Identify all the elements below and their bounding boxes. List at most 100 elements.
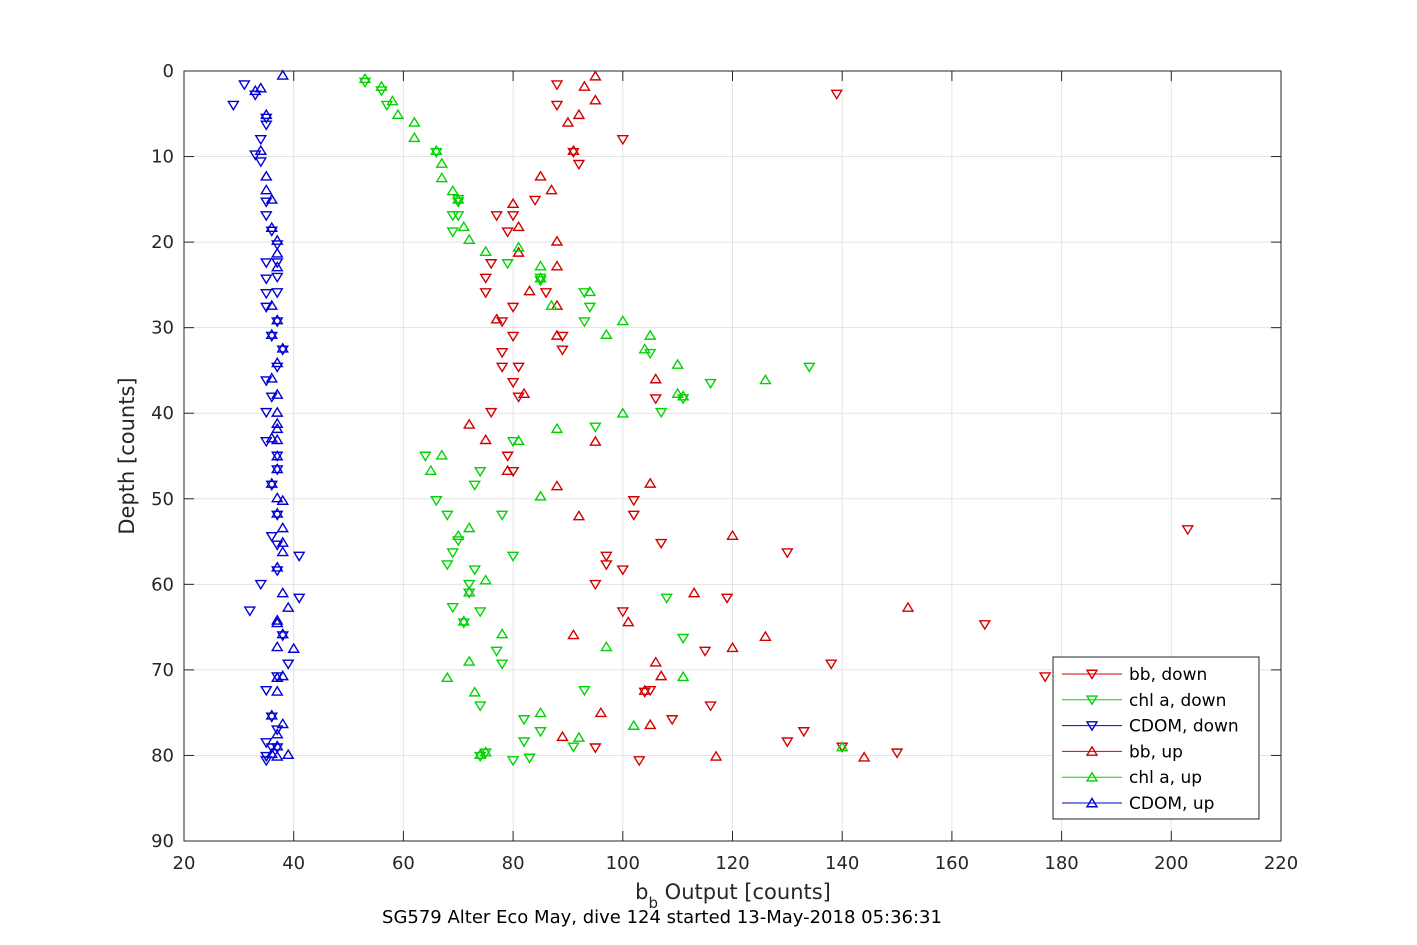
data-point — [424, 464, 438, 475]
data-point — [260, 170, 273, 181]
data-point — [249, 84, 262, 96]
data-point — [457, 220, 470, 232]
data-point — [616, 607, 630, 618]
data-point — [589, 579, 602, 591]
data-point — [479, 433, 492, 445]
y-tick-label: 90 — [151, 831, 174, 852]
data-point — [271, 492, 284, 503]
data-point — [271, 510, 284, 521]
data-point — [265, 477, 279, 488]
legend-entry: CDOM, up — [1062, 794, 1214, 814]
data-point — [501, 227, 514, 238]
data-point — [473, 748, 487, 760]
data-point — [512, 241, 525, 252]
data-point — [271, 388, 284, 399]
data-point — [468, 686, 481, 697]
data-point — [512, 434, 525, 446]
data-point — [462, 586, 476, 597]
data-point — [622, 616, 635, 627]
data-point — [265, 221, 279, 233]
data-point — [358, 72, 372, 84]
data-point — [534, 276, 547, 287]
data-point — [441, 510, 454, 521]
data-point — [446, 602, 460, 614]
data-point — [506, 551, 520, 562]
y-tick-label: 10 — [151, 147, 174, 168]
data-point — [260, 184, 273, 195]
data-point — [495, 362, 509, 373]
data-point — [265, 432, 279, 443]
data-point — [435, 449, 449, 460]
data-point — [276, 69, 289, 80]
data-point — [550, 80, 564, 91]
data-point — [276, 628, 289, 639]
data-point — [484, 407, 498, 419]
data-point — [506, 211, 520, 222]
data-point — [238, 80, 251, 91]
y-tick-label: 60 — [151, 574, 174, 595]
data-point — [572, 731, 586, 742]
data-point — [676, 394, 690, 405]
data-point — [271, 671, 284, 683]
data-point — [556, 730, 569, 742]
data-point — [271, 540, 284, 551]
data-point — [446, 227, 460, 238]
data-point — [375, 80, 388, 91]
x-tick-label: 20 — [173, 853, 196, 874]
data-point — [260, 376, 273, 387]
data-point — [583, 285, 597, 297]
data-point — [589, 422, 602, 433]
data-point — [260, 685, 273, 697]
y-axis-label: Depth [counts] — [115, 377, 139, 534]
data-point — [260, 756, 273, 767]
data-point — [260, 274, 273, 285]
legend-label: bb, down — [1129, 665, 1207, 685]
data-point — [452, 529, 465, 541]
data-point — [687, 587, 701, 598]
data-point — [567, 742, 580, 753]
data-point — [550, 235, 564, 246]
legend-label: chl a, down — [1129, 691, 1226, 711]
data-point — [671, 358, 684, 369]
data-point — [633, 756, 646, 767]
data-point — [589, 70, 602, 81]
data-point — [435, 172, 449, 183]
y-tick-label: 80 — [151, 745, 174, 766]
data-point — [638, 684, 651, 695]
data-point — [271, 406, 284, 417]
data-point — [446, 184, 460, 196]
data-point — [561, 116, 575, 127]
data-point — [523, 753, 536, 764]
x-tick-label: 200 — [1154, 853, 1188, 874]
series-cdom-down — [227, 80, 306, 767]
data-point — [276, 717, 289, 729]
data-point — [452, 536, 465, 547]
data-point — [671, 387, 684, 398]
data-point — [567, 144, 580, 156]
data-point — [260, 211, 273, 222]
data-point — [452, 211, 465, 222]
legend-label: bb, up — [1129, 742, 1183, 762]
data-point — [265, 193, 279, 204]
data-point — [281, 601, 295, 612]
data-point — [1038, 672, 1052, 683]
data-point — [276, 587, 289, 598]
data-point — [271, 261, 284, 272]
data-point — [254, 82, 268, 93]
x-tick-label: 160 — [935, 853, 969, 874]
data-point — [408, 131, 421, 143]
data-point — [271, 462, 284, 474]
data-point — [276, 631, 289, 642]
x-tick-label: 180 — [1044, 853, 1078, 874]
data-point — [260, 120, 273, 131]
data-point — [490, 646, 503, 657]
data-point — [446, 548, 460, 559]
data-point — [271, 288, 284, 299]
x-tick-label: 60 — [392, 853, 415, 874]
data-point — [260, 407, 273, 419]
y-tick-label: 20 — [151, 232, 174, 253]
data-point — [265, 480, 279, 491]
data-point — [265, 709, 279, 720]
data-point — [572, 108, 586, 120]
